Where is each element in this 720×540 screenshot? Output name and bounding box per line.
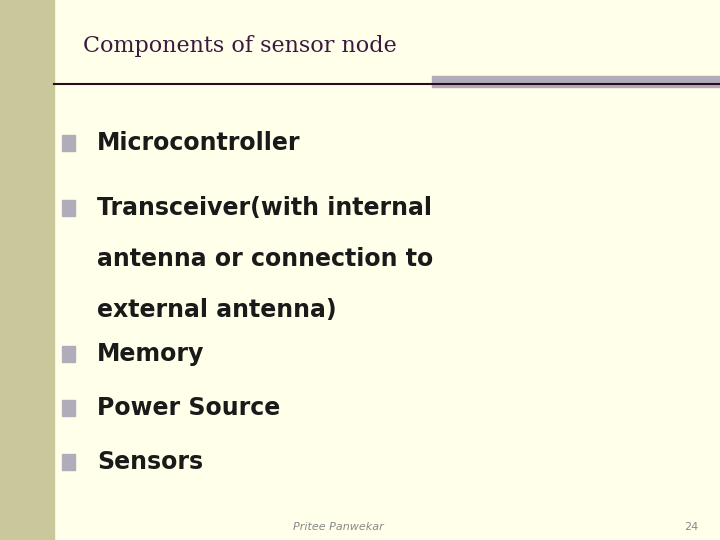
Text: Components of sensor node: Components of sensor node [83,35,397,57]
Bar [432,76,720,87]
Bar [62,200,75,216]
Text: external antenna): external antenna) [97,299,337,322]
Text: Power Source: Power Source [97,396,281,420]
Bar [62,346,75,362]
Text: antenna or connection to: antenna or connection to [97,247,433,271]
Text: Memory: Memory [97,342,204,366]
Text: Pritee Panwekar: Pritee Panwekar [293,522,384,532]
Bar [62,454,75,470]
Bar [0,0,54,540]
Bar [62,400,75,416]
Bar [62,135,75,151]
Text: Transceiver(with internal: Transceiver(with internal [97,196,432,220]
Text: Sensors: Sensors [97,450,203,474]
Text: Microcontroller: Microcontroller [97,131,301,155]
Text: 24: 24 [684,522,698,532]
